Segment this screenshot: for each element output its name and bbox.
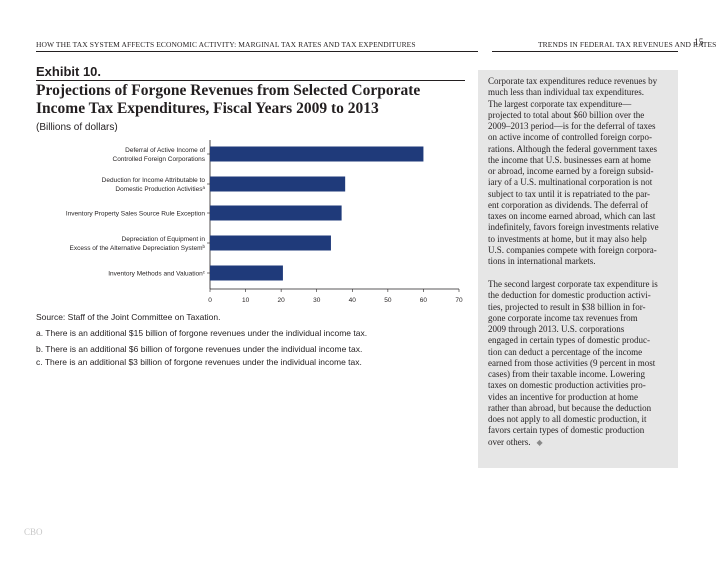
sidebar-line: rather than abroad, but because the dedu… — [488, 402, 652, 413]
bar — [210, 176, 346, 192]
exhibit-title: Projections of Forgone Revenues from Sel… — [36, 82, 421, 117]
category-label: Deferral of Active Income of — [125, 147, 205, 154]
sidebar-line: the deduction for domestic production ac… — [488, 290, 651, 301]
footnote-marker: a — [202, 185, 205, 190]
sidebar-paragraph-1: Corporate tax expenditures reduce revenu… — [488, 76, 672, 267]
sidebar-line: U.S. companies compete with foreign corp… — [488, 244, 657, 255]
sidebar-line: tions in international markets. — [488, 256, 596, 266]
sidebar-line: cases) from their taxable income. Loweri… — [488, 369, 645, 379]
bar — [210, 265, 283, 281]
sidebar-line: favors certain types of domestic product… — [488, 425, 645, 436]
sidebar-box — [478, 70, 678, 468]
sidebar-line: ent corporation as dividends. The deferr… — [488, 199, 649, 210]
x-tick-label: 70 — [455, 297, 463, 304]
sidebar-line: 2009 through 2013. U.S. corporations — [488, 324, 625, 334]
sidebar-line: iary of a U.S. multinational corporation… — [488, 177, 653, 188]
sidebar-line: the income that U.S. businesses earn at … — [488, 154, 651, 165]
footnote-marker: b — [202, 244, 205, 249]
units-label: (Billions of dollars) — [36, 122, 118, 133]
sidebar-line: to investments at home, but it may also … — [488, 233, 647, 244]
x-tick-label: 50 — [384, 297, 392, 304]
bar — [210, 235, 331, 251]
category-label: Excess of the Alternative Depreciation S… — [70, 244, 206, 253]
sidebar-line: earned from those activities (9 percent … — [488, 357, 656, 368]
sidebar-line: The second largest corporate tax expendi… — [488, 279, 658, 289]
page-number: 15 — [694, 38, 704, 48]
category-label: Deduction for Income Attributable to — [102, 177, 206, 184]
sidebar-line: taxes on domestic production activities … — [488, 380, 646, 391]
chart-note-c: c. There is an additional $3 billion of … — [36, 357, 362, 367]
sidebar-line: tion can deduct a percentage of the inco… — [488, 346, 643, 357]
sidebar-line: rations. Although the federal government… — [488, 143, 657, 154]
sidebar-line: or abroad, income earned by a foreign su… — [488, 166, 654, 176]
running-head-left: HOW THE TAX SYSTEM AFFECTS ECONOMIC ACTI… — [36, 40, 416, 49]
footnote-marker: c — [203, 269, 206, 274]
end-mark-icon: ◆ — [536, 437, 543, 447]
bar — [210, 205, 342, 221]
category-label: Depreciation of Equipment in — [122, 236, 206, 243]
running-head-right: TRENDS IN FEDERAL TAX REVENUES AND RATES — [538, 40, 717, 49]
category-label: Inventory Property Sales Source Rule Exc… — [66, 211, 205, 218]
sidebar-line: engaged in certain types of domestic pro… — [488, 335, 650, 346]
x-tick-label: 40 — [349, 297, 357, 304]
chart-note-a: a. There is an additional $15 billion of… — [36, 328, 368, 338]
x-tick-label: 0 — [208, 297, 212, 304]
x-tick-label: 30 — [313, 297, 321, 304]
cbo-footer-logo: CBO — [24, 527, 43, 537]
category-label: Domestic Production Activitiesa — [115, 185, 205, 194]
bar — [210, 146, 424, 162]
exhibit-rule — [36, 80, 465, 81]
sidebar-line: The largest corporate tax expenditure— — [488, 98, 632, 109]
sidebar-line: taxes on income earned abroad, which can… — [488, 211, 656, 221]
header-rule-left — [36, 51, 478, 52]
sidebar-line: 2009–2013 period—is for the deferral of … — [488, 121, 656, 131]
sidebar-line: over others. — [488, 436, 531, 447]
sidebar-line: gone corporate income tax revenues from — [488, 312, 638, 323]
x-tick-label: 10 — [242, 297, 250, 304]
x-tick-label: 60 — [420, 297, 428, 304]
chart-source: Source: Staff of the Joint Committee on … — [36, 312, 221, 322]
sidebar-paragraph-2: The second largest corporate tax expendi… — [488, 279, 672, 448]
sidebar-line: subject to tax until it is repatriated t… — [488, 188, 651, 199]
chart-note-b: b. There is an additional $6 billion of … — [36, 344, 363, 354]
sidebar-line: Corporate tax expenditures reduce revenu… — [488, 76, 658, 86]
category-label: Controlled Foreign Corporations — [113, 156, 206, 163]
exhibit-label: Exhibit 10. — [36, 64, 102, 79]
sidebar-line: much less than individual tax expenditur… — [488, 87, 644, 98]
category-label: Inventory Methods and Valuationc — [108, 269, 206, 278]
sidebar-line: projected to total about $60 billion ove… — [488, 109, 645, 120]
sidebar-line: on active income of controlled foreign c… — [488, 132, 652, 143]
sidebar-line: indefinitely, favors foreign investments… — [488, 222, 659, 233]
sidebar-line: does not apply to all domestic productio… — [488, 414, 647, 424]
sidebar-line: ties, projected to result in $38 billion… — [488, 301, 646, 312]
sidebar-line: vides an incentive for production at hom… — [488, 391, 638, 402]
x-tick-label: 20 — [278, 297, 286, 304]
header-rule-right — [492, 51, 678, 52]
